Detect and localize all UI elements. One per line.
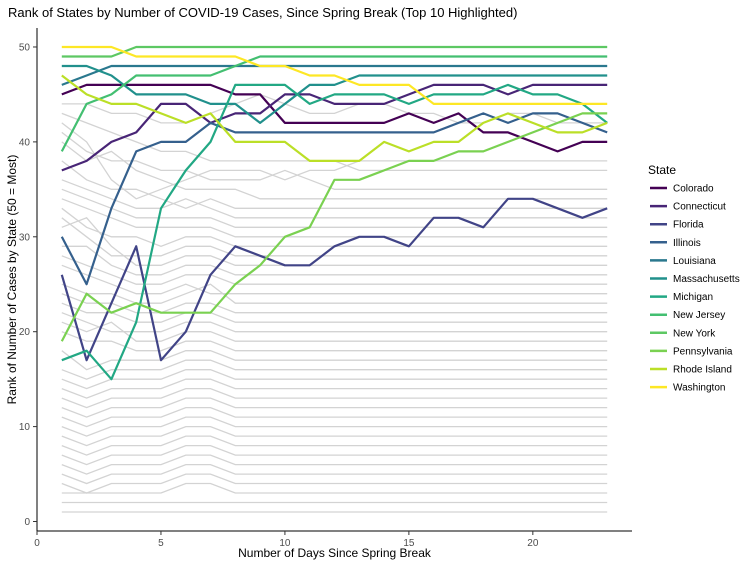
- background-series-group: [61, 93, 608, 513]
- legend-label-illinois: Illinois: [673, 238, 701, 249]
- background-series-line: [61, 397, 608, 418]
- background-series-line: [61, 283, 608, 304]
- background-series-line: [61, 217, 608, 257]
- background-series-line: [61, 293, 608, 314]
- background-series-line: [61, 312, 608, 333]
- background-series-line: [61, 122, 608, 200]
- background-series-line: [61, 321, 608, 342]
- background-series-line: [61, 245, 608, 276]
- legend-label-florida: Florida: [673, 220, 704, 231]
- series-line-massachusetts: [61, 64, 608, 124]
- series-line-michigan: [61, 83, 608, 381]
- background-series-line: [61, 387, 608, 409]
- background-series-line: [61, 217, 608, 266]
- background-series-line: [61, 131, 608, 190]
- axes: 0 5 10 15 20 0 10 20 30 40 50: [19, 28, 632, 549]
- background-series-line: [61, 369, 608, 390]
- chart-title: Rank of States by Number of COVID-19 Cas…: [8, 5, 517, 20]
- background-series-line: [61, 473, 608, 494]
- background-series-line: [61, 350, 608, 371]
- series-line-pennsylvania: [60, 112, 608, 342]
- x-tick-label: 20: [527, 538, 539, 549]
- x-tick-label: 15: [403, 538, 415, 549]
- background-series-line: [61, 331, 608, 352]
- y-tick-label: 0: [24, 517, 30, 528]
- legend-label-new-york: New York: [673, 328, 716, 339]
- legend-label-michigan: Michigan: [673, 292, 713, 303]
- y-tick-label: 30: [19, 232, 31, 243]
- background-series-line: [61, 93, 608, 124]
- x-axis-title: Number of Days Since Spring Break: [238, 546, 432, 560]
- background-series-line: [61, 160, 608, 209]
- legend-label-louisiana: Louisiana: [673, 256, 716, 267]
- legend-label-massachusetts: Massachusetts: [673, 274, 740, 285]
- background-series-line: [61, 188, 608, 228]
- background-series-line: [61, 463, 608, 485]
- background-series-line: [61, 444, 608, 466]
- legend-label-colorado: Colorado: [673, 184, 714, 195]
- y-tick-label: 50: [19, 42, 31, 53]
- series-line-louisiana: [61, 64, 608, 86]
- legend-label-pennsylvania: Pennsylvania: [673, 346, 733, 357]
- series-line-new-york: [61, 45, 608, 58]
- background-series-line: [61, 425, 608, 447]
- background-series-line: [61, 454, 608, 475]
- y-tick-label: 40: [19, 137, 31, 148]
- background-series-line: [61, 378, 608, 399]
- x-tick-label: 5: [158, 538, 164, 549]
- x-tick-label: 10: [279, 538, 291, 549]
- y-tick-label: 20: [19, 327, 31, 338]
- background-series-line: [61, 179, 608, 219]
- series-line-new-jersey: [60, 55, 608, 152]
- background-series-line: [61, 416, 608, 437]
- series-line-colorado: [61, 83, 608, 153]
- highlighted-series-group: [60, 45, 608, 381]
- background-series-line: [61, 406, 608, 428]
- background-series-line: [61, 255, 608, 285]
- legend-label-new-jersey: New Jersey: [673, 310, 725, 321]
- y-axis-title: Rank of Number of Cases by State (50 = M…: [5, 155, 19, 405]
- series-line-rhode-island: [61, 74, 608, 162]
- series-line-florida: [60, 197, 608, 362]
- background-series-line: [61, 359, 608, 380]
- legend-label-connecticut: Connecticut: [673, 202, 726, 213]
- background-series-line: [61, 264, 608, 295]
- x-tick-label: 0: [34, 538, 40, 549]
- y-tick-label: 10: [19, 422, 31, 433]
- legend: State Colorado Connecticut Florida Illinois…: [648, 163, 740, 394]
- legend-label-washington: Washington: [673, 383, 725, 394]
- background-series-line: [61, 435, 608, 456]
- background-series-line: [61, 198, 608, 238]
- series-line-connecticut: [61, 83, 608, 172]
- series-line-washington: [61, 45, 608, 105]
- legend-title: State: [648, 163, 676, 177]
- series-line-illinois: [60, 112, 608, 286]
- legend-label-rhode-island: Rhode Island: [673, 365, 732, 376]
- background-series-line: [61, 482, 608, 494]
